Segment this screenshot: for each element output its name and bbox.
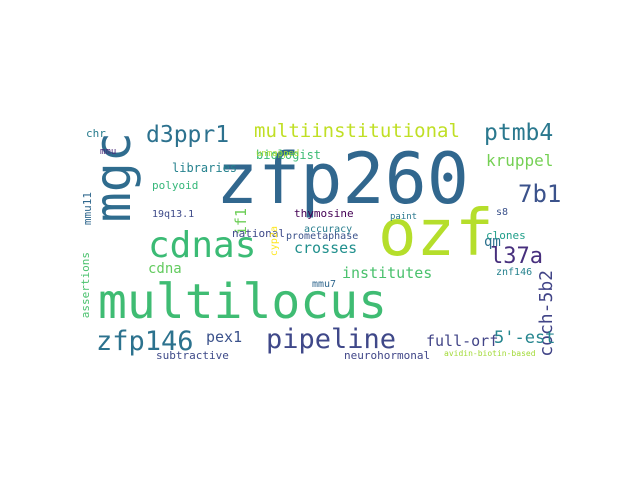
word: mmu7 — [312, 279, 337, 290]
word: znf146 — [496, 267, 533, 278]
word: national — [232, 227, 285, 240]
word: zfp260 — [216, 138, 469, 220]
word: pipeline — [266, 324, 397, 355]
word: assertions — [80, 252, 92, 319]
word-cloud: zfp260 multilocus mgc ozf cdnas zfp146 p… — [80, 120, 560, 360]
word: 19q13.1 — [152, 209, 195, 220]
word: biologist — [256, 148, 322, 162]
word: cdnas — [148, 225, 257, 266]
word: accuracy — [304, 224, 353, 235]
word: mmu — [100, 147, 117, 157]
word: neurohormonal — [344, 349, 431, 360]
word: ozf — [378, 197, 494, 271]
word: libraries — [172, 161, 238, 175]
word: pex1 — [206, 328, 243, 346]
word: crosses — [294, 239, 358, 257]
word: multiinstitutional — [254, 120, 460, 142]
word: kruppel — [486, 151, 554, 170]
word: zfp146 — [96, 326, 194, 357]
word: s8 — [496, 207, 509, 218]
word: mmu11 — [81, 192, 94, 226]
word: qm — [484, 234, 501, 250]
word: chr — [86, 127, 106, 140]
word: full-orf — [426, 332, 499, 350]
word: l37a — [490, 244, 543, 269]
word: 5'-est — [494, 328, 556, 348]
word: d3ppr1 — [146, 122, 230, 148]
word: ptmb4 — [484, 120, 554, 146]
word: avidin-biotin-based — [444, 349, 536, 358]
word: subtractive — [156, 349, 229, 360]
word: polyoid — [152, 179, 199, 192]
word: multilocus — [98, 274, 387, 330]
word: prometaphase — [286, 231, 359, 242]
word: thymosine — [294, 207, 354, 220]
word: unmapped — [256, 149, 300, 159]
word: cyp2a — [269, 226, 280, 257]
word: paint — [390, 212, 418, 222]
word: cdna — [148, 261, 182, 277]
word: mgc — [84, 132, 142, 223]
word: institutes — [342, 264, 433, 282]
word: clones — [486, 229, 526, 242]
word: 7b1 — [518, 180, 560, 208]
